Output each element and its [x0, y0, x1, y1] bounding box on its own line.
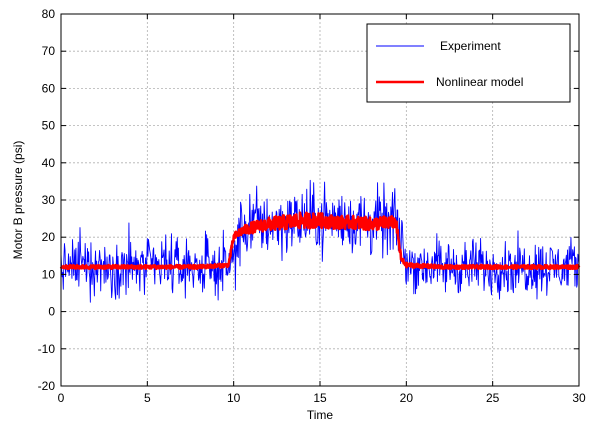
y-tick-label: 0 — [48, 305, 55, 319]
ticks: 0 5 10 15 20 25 30 -20 -10 0 10 20 30 40 50 60 70 80 — [38, 7, 586, 405]
legend: Experiment Nonlinear model — [366, 23, 571, 103]
x-tick-label: 0 — [58, 391, 65, 405]
y-tick-label: -10 — [38, 342, 56, 356]
y-tick-label: 60 — [42, 81, 56, 95]
x-tick-label: 20 — [400, 391, 414, 405]
x-axis-label: Time — [307, 408, 334, 422]
series-line-nonlinear-model — [59, 211, 581, 271]
y-tick-label: 10 — [42, 267, 56, 281]
legend-label-nonlinear-model: Nonlinear model — [436, 75, 523, 89]
y-tick-label: 70 — [42, 44, 56, 58]
x-tick-label: 30 — [572, 391, 586, 405]
legend-box — [366, 23, 571, 103]
y-axis-label: Motor B pressure (psi) — [11, 141, 25, 260]
y-tick-label: 30 — [42, 193, 56, 207]
x-tick-label: 5 — [144, 391, 151, 405]
series-layer — [59, 179, 581, 303]
x-tick-label: 10 — [227, 391, 241, 405]
x-tick-label: 25 — [486, 391, 500, 405]
x-tick-label: 15 — [313, 391, 327, 405]
y-tick-label: 20 — [42, 230, 56, 244]
y-tick-label: 80 — [42, 7, 56, 21]
y-tick-label: 50 — [42, 119, 56, 133]
legend-label-experiment: Experiment — [440, 39, 501, 53]
y-tick-label: 40 — [42, 156, 56, 170]
y-tick-label: -20 — [38, 379, 56, 393]
